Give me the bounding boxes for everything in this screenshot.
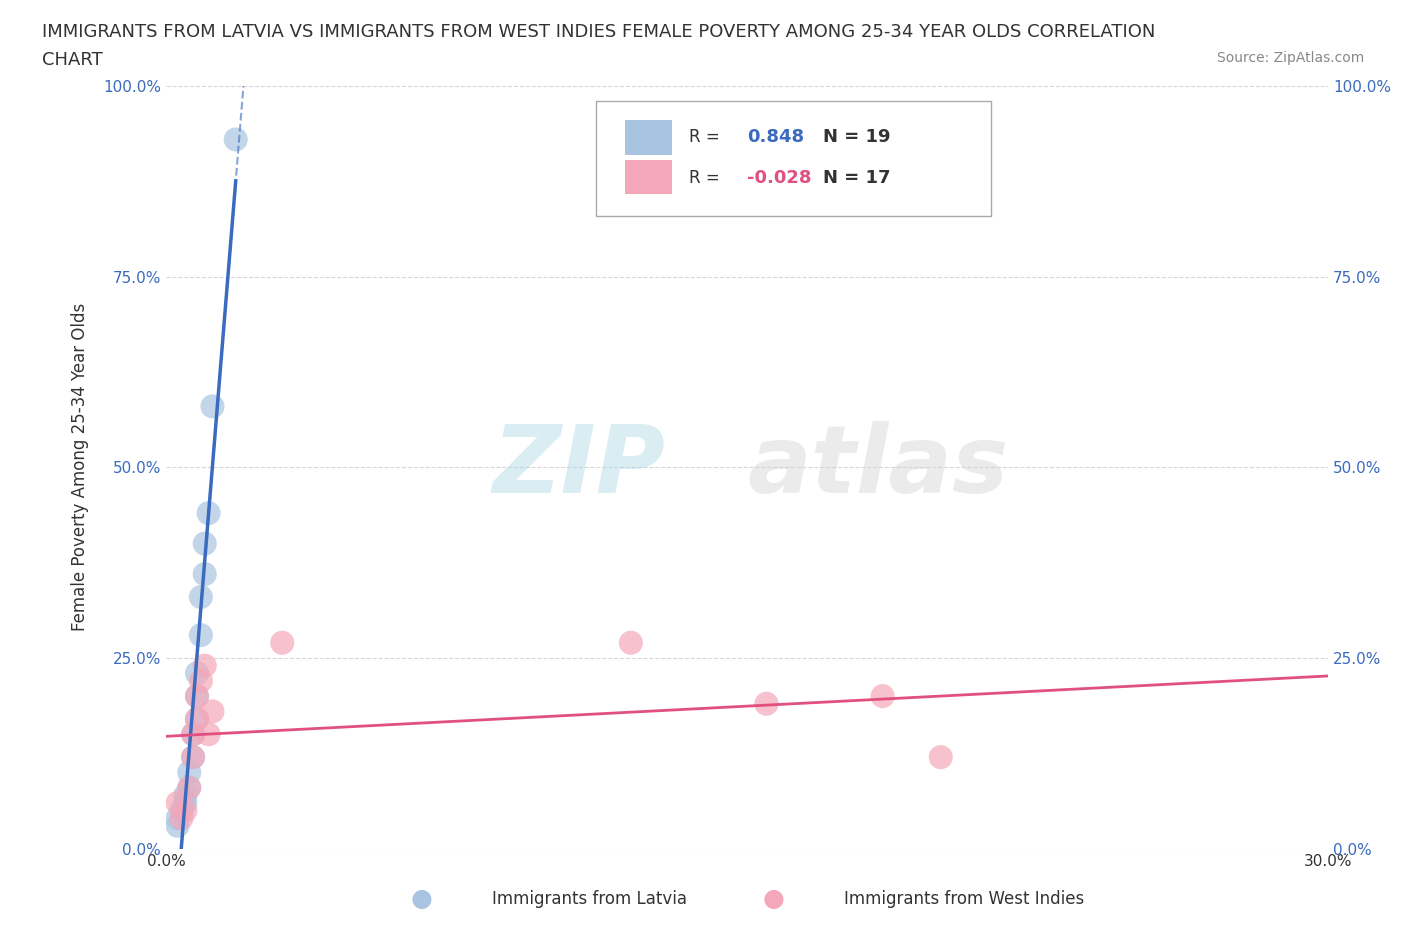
Point xyxy=(174,795,197,810)
Text: Immigrants from West Indies: Immigrants from West Indies xyxy=(844,890,1084,909)
Point xyxy=(197,506,219,521)
Point xyxy=(170,811,193,826)
Point xyxy=(190,590,212,604)
Point xyxy=(201,704,224,719)
Point xyxy=(190,673,212,688)
Text: ●: ● xyxy=(411,887,433,911)
Point xyxy=(174,804,197,818)
Point xyxy=(929,750,952,764)
Text: N = 17: N = 17 xyxy=(823,168,890,187)
Text: CHART: CHART xyxy=(42,51,103,69)
Text: N = 19: N = 19 xyxy=(823,128,890,146)
Point xyxy=(181,750,204,764)
Point xyxy=(197,727,219,742)
Point xyxy=(174,788,197,803)
Point xyxy=(179,765,201,780)
Point xyxy=(271,635,294,650)
Point xyxy=(166,811,188,826)
FancyBboxPatch shape xyxy=(596,101,991,216)
Point xyxy=(181,750,204,764)
Y-axis label: Female Poverty Among 25-34 Year Olds: Female Poverty Among 25-34 Year Olds xyxy=(72,303,89,631)
Text: R =: R = xyxy=(689,128,720,146)
Point xyxy=(194,566,217,581)
Point xyxy=(179,780,201,795)
Bar xyxy=(626,120,672,154)
Text: Immigrants from Latvia: Immigrants from Latvia xyxy=(492,890,688,909)
Point xyxy=(872,689,894,704)
Point xyxy=(186,711,208,726)
Point xyxy=(194,658,217,673)
Point xyxy=(186,689,208,704)
Point xyxy=(201,399,224,414)
Text: 0.848: 0.848 xyxy=(747,128,804,146)
Point xyxy=(166,818,188,833)
Point xyxy=(190,628,212,643)
Point xyxy=(225,132,247,147)
Point xyxy=(755,697,778,711)
Text: ZIP: ZIP xyxy=(494,421,665,513)
Text: Source: ZipAtlas.com: Source: ZipAtlas.com xyxy=(1216,51,1364,65)
Text: R =: R = xyxy=(689,168,720,187)
Point xyxy=(186,666,208,681)
Text: -0.028: -0.028 xyxy=(747,168,811,187)
Point xyxy=(170,804,193,818)
Point xyxy=(186,711,208,726)
Point xyxy=(179,780,201,795)
Point xyxy=(181,727,204,742)
Text: IMMIGRANTS FROM LATVIA VS IMMIGRANTS FROM WEST INDIES FEMALE POVERTY AMONG 25-34: IMMIGRANTS FROM LATVIA VS IMMIGRANTS FRO… xyxy=(42,23,1156,41)
Point xyxy=(181,727,204,742)
Text: atlas: atlas xyxy=(747,421,1008,513)
Point xyxy=(194,537,217,551)
Point xyxy=(620,635,643,650)
Point xyxy=(186,689,208,704)
Text: ●: ● xyxy=(762,887,785,911)
Bar xyxy=(626,160,672,194)
Point xyxy=(166,795,188,810)
